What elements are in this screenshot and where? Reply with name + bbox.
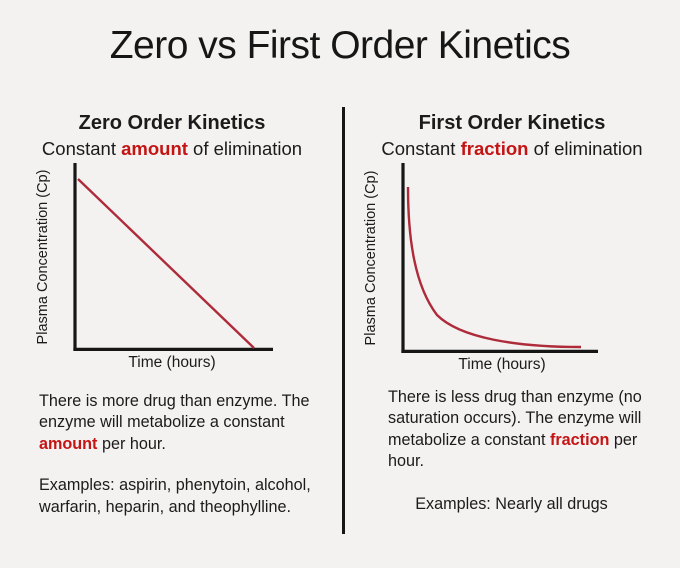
right-heading: First Order Kinetics <box>418 112 606 134</box>
zero-order-line <box>77 178 255 349</box>
right-column-header: First Order Kinetics Constant fraction o… <box>352 110 672 161</box>
first-order-graph: Plasma Concentration (Cp) Time (hours) <box>363 163 598 373</box>
right-y-axis-label: Plasma Concentration (Cp) <box>363 171 379 346</box>
left-examples: Examples: aspirin, phenytoin, alcohol, w… <box>39 476 311 516</box>
right-body-text: There is less drug than enzyme (no satur… <box>388 387 676 473</box>
page-title: Zero vs First Order Kinetics <box>109 24 571 67</box>
right-subtitle: Constant fraction of elimination <box>381 138 643 159</box>
left-subtitle: Constant amount of elimination <box>41 138 303 159</box>
column-divider <box>342 107 345 534</box>
zero-order-graph: Plasma Concentration (Cp) Time (hours) <box>35 163 273 371</box>
right-examples: Examples: Nearly all drugs <box>415 495 608 513</box>
left-body-text: There is more drug than enzyme. The enzy… <box>39 391 327 518</box>
right-description: There is less drug than enzyme (no satur… <box>388 388 642 471</box>
left-x-axis-label: Time (hours) <box>128 354 215 371</box>
right-x-axis-label: Time (hours) <box>458 356 545 373</box>
left-y-axis-label: Plasma Concentration (Cp) <box>35 170 51 345</box>
left-column-header: Zero Order Kinetics Constant amount of e… <box>12 110 332 161</box>
first-order-curve <box>406 186 582 349</box>
left-description: There is more drug than enzyme. The enzy… <box>39 392 310 453</box>
left-heading: Zero Order Kinetics <box>78 112 266 134</box>
